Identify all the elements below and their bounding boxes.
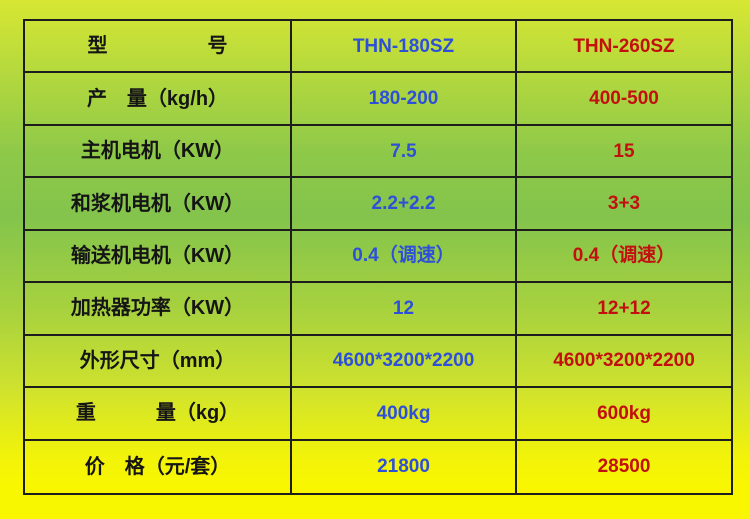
model2-value-cell: 0.4（调速）: [517, 231, 731, 284]
model2-value-cell: 15: [517, 126, 731, 179]
model1-value-cell: 21800: [292, 440, 517, 493]
model2-value-cell: 12+12: [517, 283, 731, 336]
model1-value-cell: 7.5: [292, 125, 517, 179]
model2-value-cell: 4600*3200*2200: [517, 336, 731, 389]
model2-value-cell: 3+3: [517, 178, 731, 231]
model2-value-cell: 600kg: [517, 388, 731, 441]
spec-label-cell: 主机电机（KW）: [25, 125, 292, 179]
spec-label-cell: 价 格（元/套）: [25, 440, 292, 493]
model1-value-cell: 2.2+2.2: [292, 178, 517, 231]
model1-value-cell: 180-200: [292, 73, 517, 126]
spec-label-cell: 加热器功率（KW）: [25, 283, 292, 336]
model2-value-cell: 28500: [597, 456, 651, 478]
model1-value-cell: 400kg: [292, 388, 517, 441]
spec-table: 型 号 THN-180SZ THN-260SZ 产 量（kg/h） 180-200 400…: [23, 19, 733, 495]
spec-label-cell: 外形尺寸（mm）: [25, 335, 292, 389]
spec-label-cell: 和浆机电机（KW）: [25, 178, 292, 231]
model1-header-cell: THN-180SZ: [292, 21, 517, 74]
model1-value-cell: 12: [292, 283, 517, 336]
spec-label-cell: 产 量（kg/h）: [25, 73, 292, 126]
model1-value-cell: 4600*3200*2200: [292, 335, 517, 389]
spec-label-cell: 重 量（kg）: [25, 388, 292, 441]
model1-value-cell: 0.4（调速）: [292, 230, 517, 284]
spec-header-cell: 型 号: [25, 21, 292, 74]
spec-label-cell: 输送机电机（KW）: [25, 230, 292, 284]
model2-value-cell: 400-500: [517, 73, 731, 126]
model2-header-cell: THN-260SZ: [517, 21, 731, 74]
